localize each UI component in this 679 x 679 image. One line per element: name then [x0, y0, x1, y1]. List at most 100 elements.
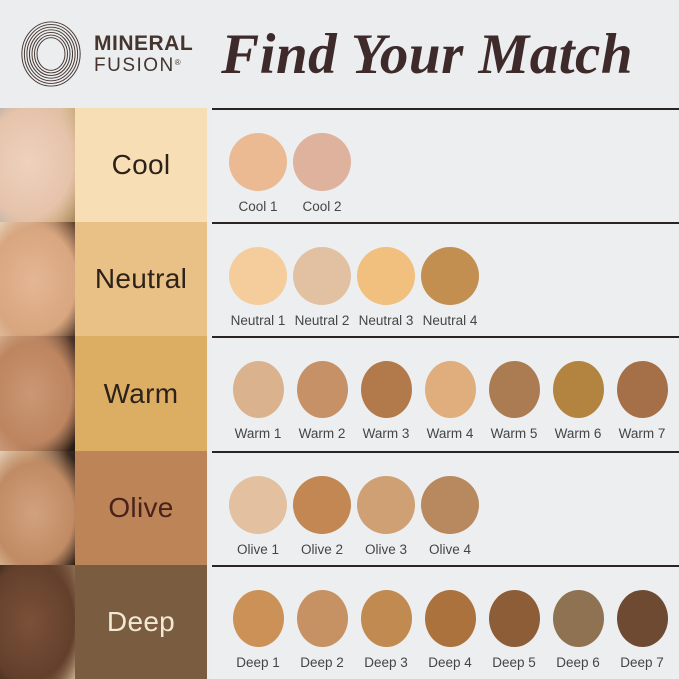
shade-name: Warm 2 [298, 426, 346, 442]
shade-circle [232, 589, 284, 647]
shade-category-label: Deep [75, 564, 207, 679]
brand-line-mineral: MINERAL [94, 32, 194, 55]
shade-circle [229, 247, 287, 306]
mineral-fusion-logo: MINERAL FUSION® [16, 20, 193, 88]
shade-name: Warm 6 [554, 426, 602, 442]
shade-circle [552, 361, 604, 419]
shade-swatch-neutral-3: Neutral 3 [354, 247, 418, 328]
shade-circle [293, 247, 351, 306]
shade-circle [360, 361, 412, 419]
shade-category-text: Cool [111, 149, 171, 181]
swatch-panel: Warm 1 Warm 2 Warm 3 Warm 4 Warm 5 Warm 6 Warm… [212, 336, 679, 451]
shade-name: Warm 3 [362, 426, 410, 442]
model-photo-olive [0, 450, 75, 565]
shade-swatch-deep-3: Deep 3 [354, 589, 418, 670]
shade-swatch-deep-4: Deep 4 [418, 589, 482, 670]
shade-category-text: Deep [106, 605, 176, 637]
shade-circle [488, 361, 540, 419]
shade-circle [421, 247, 479, 306]
shade-swatch-cool-2: Cool 2 [290, 133, 354, 214]
shade-swatch-olive-1: Olive 1 [226, 475, 290, 557]
shade-circle [293, 133, 351, 191]
shade-swatch-neutral-2: Neutral 2 [290, 247, 354, 328]
shade-swatch-warm-1: Warm 1 [226, 361, 290, 441]
concentric-rings-icon [16, 20, 86, 88]
shade-row-warm: Warm Warm 1 Warm 2 Warm 3 Warm 4 Warm 5 Warm … [0, 336, 679, 451]
shade-circle [552, 589, 604, 647]
model-photo-warm [0, 336, 75, 451]
model-photo-cool [0, 108, 75, 223]
shade-swatch-deep-2: Deep 2 [290, 589, 354, 670]
shade-swatch-warm-6: Warm 6 [546, 361, 610, 441]
shade-swatch-neutral-4: Neutral 4 [418, 247, 482, 328]
brand-line-fusion: FUSION® [94, 55, 181, 76]
shade-category-label: Olive [75, 450, 207, 565]
shade-swatch-warm-2: Warm 2 [290, 361, 354, 441]
shade-row-deep: Deep Deep 1 Deep 2 Deep 3 Deep 4 Deep 5 Deep … [0, 564, 679, 679]
shade-row-olive: Olive Olive 1 Olive 2 Olive 3 Olive 4 [0, 450, 679, 565]
shade-circle [293, 475, 351, 534]
model-photo-deep [0, 564, 75, 679]
shade-name: Warm 5 [490, 426, 538, 442]
model-photo-neutral [0, 222, 75, 337]
shade-name: Neutral 4 [422, 313, 478, 329]
shade-circle [232, 361, 284, 419]
shade-name: Olive 3 [364, 541, 408, 557]
page-title: Find Your Match [221, 22, 634, 86]
shade-category-label: Neutral [75, 222, 207, 337]
shade-rows: Cool Cool 1 Cool 2 Neutral Neutral 1 Neutr… [0, 108, 679, 679]
shade-swatch-olive-4: Olive 4 [418, 475, 482, 557]
shade-swatch-warm-3: Warm 3 [354, 361, 418, 441]
shade-category-label: Cool [75, 108, 207, 223]
shade-circle [229, 475, 287, 534]
shade-category-text: Warm [103, 377, 179, 409]
shade-circle [424, 361, 476, 419]
shade-circle [360, 589, 412, 647]
shade-swatch-warm-7: Warm 7 [610, 361, 674, 441]
shade-circle [488, 589, 540, 647]
shade-name: Cool 1 [238, 199, 278, 214]
registered-mark: ® [174, 58, 181, 67]
shade-name: Deep 3 [364, 654, 408, 670]
shade-row-cool: Cool Cool 1 Cool 2 [0, 108, 679, 223]
shade-circle [357, 247, 415, 306]
shade-category-text: Neutral [94, 263, 188, 295]
shade-name: Neutral 1 [230, 313, 286, 329]
shade-name: Neutral 2 [294, 313, 350, 329]
shade-name: Deep 6 [556, 654, 600, 670]
shade-name: Deep 5 [492, 654, 536, 670]
shade-name: Deep 7 [620, 654, 664, 670]
shade-circle [296, 589, 348, 647]
shade-swatch-deep-1: Deep 1 [226, 589, 290, 670]
shade-circle [424, 589, 476, 647]
swatch-panel: Neutral 1 Neutral 2 Neutral 3 Neutral 4 [212, 222, 679, 337]
shade-category-text: Olive [108, 491, 174, 523]
shade-name: Olive 1 [236, 541, 280, 557]
shade-swatch-deep-7: Deep 7 [610, 589, 674, 670]
shade-swatch-olive-3: Olive 3 [354, 475, 418, 557]
shade-name: Warm 4 [426, 426, 474, 442]
shade-circle [357, 475, 415, 534]
shade-name: Deep 1 [236, 654, 280, 670]
shade-swatch-warm-4: Warm 4 [418, 361, 482, 441]
shade-name: Deep 2 [300, 654, 344, 670]
shade-swatch-deep-5: Deep 5 [482, 589, 546, 670]
swatch-panel: Cool 1 Cool 2 [212, 108, 679, 223]
shade-name: Warm 1 [234, 426, 282, 442]
shade-category-label: Warm [75, 336, 207, 451]
swatch-panel: Deep 1 Deep 2 Deep 3 Deep 4 Deep 5 Deep 6 Deep… [212, 564, 679, 679]
shade-swatch-cool-1: Cool 1 [226, 133, 290, 214]
shade-swatch-deep-6: Deep 6 [546, 589, 610, 670]
header: MINERAL FUSION® Find Your Match [0, 0, 679, 108]
shade-circle [616, 589, 668, 647]
shade-circle [421, 475, 479, 534]
shade-circle [229, 133, 287, 191]
shade-name: Warm 7 [618, 426, 666, 442]
shade-swatch-warm-5: Warm 5 [482, 361, 546, 441]
shade-name: Olive 4 [428, 541, 472, 557]
shade-swatch-neutral-1: Neutral 1 [226, 247, 290, 328]
brand-wordmark: MINERAL FUSION® [94, 33, 193, 75]
shade-circle [296, 361, 348, 419]
shade-circle [616, 361, 668, 419]
